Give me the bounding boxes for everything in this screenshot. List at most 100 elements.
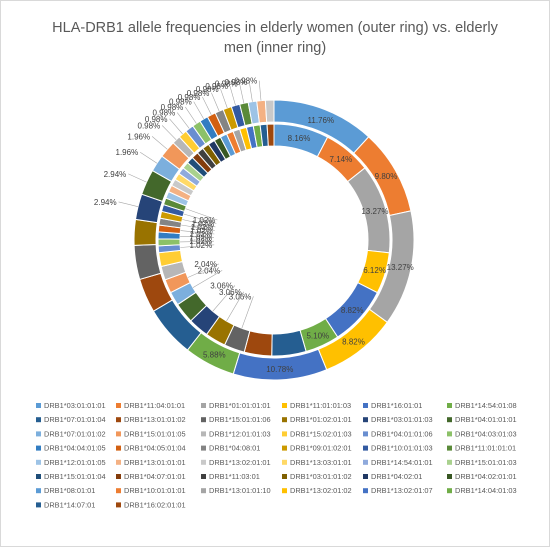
legend-label-15: DRB1*15:02:01:03 [290,429,352,438]
inner-data-label-8: 3.06% [229,292,252,301]
inner-data-label-17: 1.02% [189,237,212,246]
legend-swatch-34 [363,474,368,479]
data-labels: 11.76% 9.80% 13.27% 8.82% 10.78% 5.88% 2.94% 2.… [94,77,414,374]
legend-swatch-29 [447,459,452,465]
legend-swatch-26 [201,459,206,465]
legend-swatch-18 [36,445,41,451]
legend-label-8: DRB1*15:01:01:06 [209,415,271,424]
outer-data-label-23: 0.98% [215,80,238,89]
outer-data-label-10: 2.94% [94,198,117,207]
inner-data-label-4: 8.82% [341,306,364,315]
legend-swatch-4 [363,403,368,408]
legend-swatch-33 [282,474,287,479]
outer-leader-line-18 [193,101,204,120]
outer-data-label-2: 13.27% [387,263,414,272]
legend-swatch-2 [201,403,206,408]
legend-swatch-16 [363,431,368,437]
legend-swatch-7 [116,417,121,423]
outer-data-label-5: 5.88% [203,350,226,359]
outer-leader-line-12 [140,151,158,164]
inner-data-label-13: 2.04% [194,260,217,269]
inner-leader-line-8 [241,296,254,329]
legend-label-0: DRB1*03:01:01:01 [44,401,106,410]
legend-swatch-23 [447,445,452,451]
outer-leader-line-16 [176,112,190,129]
inner-data-label-0: 8.16% [288,134,311,143]
inner-data-label-10: 3.06% [210,282,233,291]
legend-label-5: DRB1*14:54:01:08 [455,401,517,410]
chart-title-line-2: men (inner ring) [224,40,326,56]
outer-data-label-3: 8.82% [342,338,365,347]
legend-swatch-17 [447,431,452,437]
legend-label-30: DRB1*15:01:01:04 [44,472,106,481]
inner-data-label-19: 1.02% [190,230,213,239]
legend-label-33: DRB1*03:01:01:02 [290,472,352,481]
legend-swatch-38 [201,488,206,494]
legend-label-10: DRB1*03:01:01:03 [371,415,433,424]
legend-label-40: DRB1*13:02:01:07 [371,486,433,495]
legend-swatch-20 [201,445,206,451]
legend-swatch-37 [116,488,121,494]
legend-swatch-22 [363,445,368,451]
inner-leader-line-17 [179,240,215,243]
legend-label-9: DRB1*01:02:01:01 [290,415,352,424]
legend-label-24: DRB1*12:01:01:05 [44,458,106,467]
legend-label-25: DRB1*13:01:01:01 [124,458,186,467]
inner-leader-line-18 [180,236,215,238]
legend-label-14: DRB1*12:01:01:03 [209,429,271,438]
outer-leader-line-13 [151,136,168,150]
legend-label-12: DRB1*07:01:01:02 [44,429,106,438]
inner-data-label-12: 2.04% [198,266,221,275]
legend-label-18: DRB1*04:04:01:05 [44,444,106,453]
outer-leader-line-23 [239,83,245,104]
outer-data-label-16: 0.98% [153,109,176,118]
legend-swatch-8 [201,417,206,423]
legend: DRB1*03:01:01:01 DRB1*11:04:01:01 DRB1*01:… [36,401,517,509]
inner-leader-line-21 [182,219,216,228]
inner-data-label-5: 5.10% [306,331,329,340]
legend-swatch-0 [36,403,41,408]
inner-data-label-1: 7.14% [330,155,353,164]
legend-swatch-28 [363,459,368,465]
legend-label-31: DRB1*04:07:01:01 [124,472,186,481]
inner-leader-line-23 [185,208,218,221]
legend-swatch-21 [282,445,287,451]
legend-label-39: DRB1*13:02:01:02 [290,486,352,495]
legend-swatch-15 [282,431,287,437]
legend-label-37: DRB1*10:01:01:01 [124,486,186,495]
outer-data-label-17: 0.98% [161,103,184,112]
inner-ring-slice-43 [266,123,275,147]
legend-swatch-19 [116,445,121,451]
outer-leader-line-14 [161,125,177,141]
legend-label-21: DRB1*09:01:02:01 [290,444,352,453]
inner-data-label-3: 6.12% [363,266,386,275]
outer-leader-line-24 [249,81,253,102]
outer-data-label-22: 0.98% [205,82,228,91]
inner-data-label-18: 1.02% [189,234,212,243]
legend-swatch-13 [116,431,121,437]
inner-data-label-16: 1.02% [190,241,213,250]
outer-ring-slice-8 [133,243,162,281]
legend-label-27: DRB1*13:03:01:01 [290,458,352,467]
inner-ring-slice-6 [271,329,307,357]
outer-data-label-15: 0.98% [145,115,168,124]
inner-data-label-22: 1.02% [192,219,215,228]
legend-label-2: DRB1*01:01:01:01 [209,401,271,410]
legend-label-34: DRB1*04:02:01 [371,472,422,481]
outer-leader-line-19 [202,96,212,115]
inner-data-label-2: 13.27% [361,207,388,216]
outer-ring-slice-26 [264,99,275,123]
outer-data-label-13: 1.96% [127,132,150,141]
outer-data-label-4: 10.78% [266,365,293,374]
outer-leader-line-10 [118,201,139,207]
legend-label-17: DRB1*04:03:01:03 [455,429,517,438]
legend-label-6: DRB1*07:01:01:04 [44,415,106,424]
legend-swatch-11 [447,417,452,423]
rings [133,99,415,381]
legend-swatch-43 [116,502,121,508]
outer-leader-line-21 [220,89,228,109]
legend-label-23: DRB1*11:01:01:01 [455,444,516,453]
legend-swatch-6 [36,417,41,423]
outer-data-label-1: 9.80% [375,172,398,181]
